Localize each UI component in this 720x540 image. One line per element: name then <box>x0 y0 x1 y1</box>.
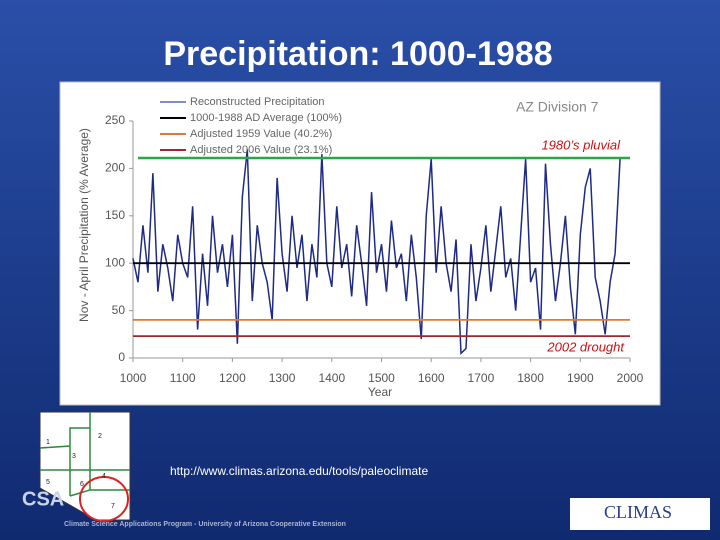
x-axis-label: Year <box>368 385 392 399</box>
chart-subtitle: AZ Division 7 <box>516 99 599 115</box>
legend-label: Adjusted 2006 Value (23.1%) <box>190 144 332 156</box>
legend-label: Adjusted 1959 Value (40.2%) <box>190 128 332 140</box>
logo: CLIMAS <box>604 502 672 522</box>
x-tick-label: 1800 <box>517 371 544 385</box>
annotation: 2002 drought <box>546 339 625 354</box>
x-tick-label: 1400 <box>318 371 345 385</box>
data-line <box>132 149 621 355</box>
y-axis-label: Nov - April Precipitation (% Average) <box>77 128 91 322</box>
map <box>39 411 131 522</box>
x-tick-label: 1900 <box>567 371 594 385</box>
map-division-label: 6 <box>80 481 84 488</box>
x-tick-label: 1100 <box>170 371 196 385</box>
y-tick-label: 100 <box>105 255 125 269</box>
map-division-label: 5 <box>46 479 50 486</box>
footer: Climate Science Applications Program - U… <box>64 521 346 528</box>
legend-label: Reconstructed Precipitation <box>190 96 325 108</box>
y-tick-label: 0 <box>118 350 125 364</box>
logo-left: CSA <box>22 488 64 510</box>
x-tick-label: 1500 <box>368 371 395 385</box>
legend-label: 1000-1988 AD Average (100%) <box>190 112 342 124</box>
chart-panel <box>59 81 661 406</box>
x-tick-label: 2000 <box>617 371 644 385</box>
map-division-label: 1 <box>46 439 50 446</box>
map-divisions <box>39 412 130 497</box>
x-tick-label: 1200 <box>219 371 246 385</box>
map-division-label: 7 <box>111 503 115 510</box>
x-tick-label: 1700 <box>468 371 495 385</box>
annotation: 1980’s pluvial <box>541 137 621 152</box>
map-labels: 1 2 3 4 5 6 7 <box>46 433 115 510</box>
map-division-label: 4 <box>102 473 106 480</box>
x-tick-label: 1300 <box>269 371 296 385</box>
plot-area: 0 50 100 150 200 250 1000 1100 1200 1300 1400 1500 1… <box>105 113 644 385</box>
map-division-label: 2 <box>98 433 102 440</box>
slide-title: Precipitation: 1000-1988 <box>163 35 552 73</box>
y-tick-label: 150 <box>105 208 125 222</box>
x-tick-label: 1000 <box>120 371 147 385</box>
y-tick-label: 250 <box>105 113 125 127</box>
x-tick-label: 1600 <box>418 371 445 385</box>
map-highlight <box>79 476 129 522</box>
y-tick-label: 50 <box>112 303 126 317</box>
legend: Reconstructed Precipitation 1000-1988 AD … <box>160 96 342 156</box>
y-tick-label: 200 <box>105 161 125 175</box>
map-division-label: 3 <box>72 453 76 460</box>
url: http://www.climas.arizona.edu/tools/pale… <box>170 464 428 478</box>
logo-box <box>570 498 710 530</box>
